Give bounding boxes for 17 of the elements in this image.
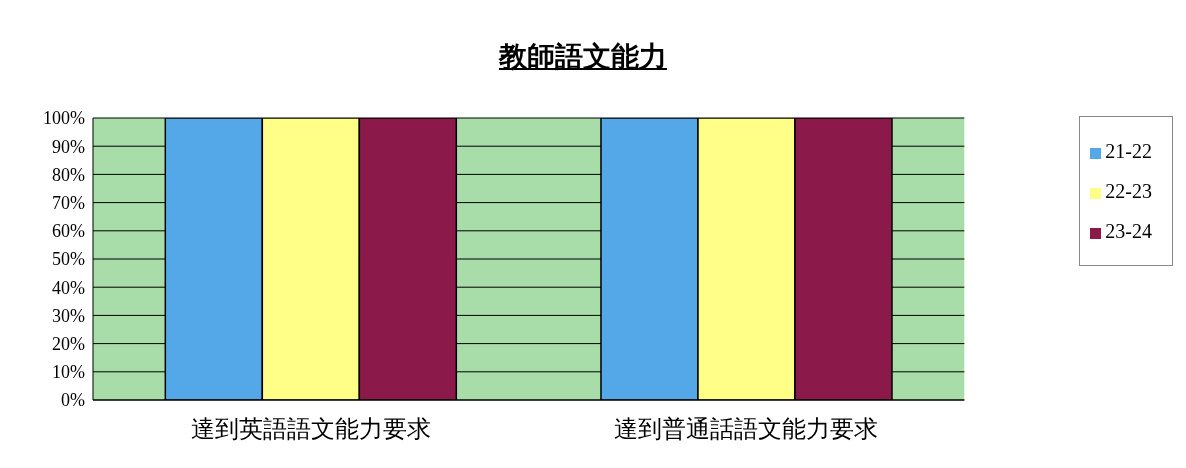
y-tick-label: 90% — [52, 136, 85, 157]
y-tick-label: 30% — [52, 305, 85, 326]
y-tick-label: 100% — [43, 108, 85, 129]
y-tick-label: 50% — [52, 249, 85, 270]
y-tick-label: 0% — [61, 390, 85, 411]
chart-title: 教師語文能力 — [497, 40, 668, 74]
y-tick-label: 20% — [52, 333, 85, 354]
y-tick-label: 10% — [52, 362, 85, 383]
legend-label: 23-24 — [1105, 220, 1152, 242]
y-tick-label: 40% — [52, 277, 85, 298]
y-tick-label: 60% — [52, 221, 85, 242]
y-tick-label: 70% — [52, 192, 85, 213]
legend-label: 21-22 — [1105, 140, 1152, 162]
x-tick-label: 達到普通話語文能力要求 — [614, 416, 879, 443]
y-tick-label: 80% — [52, 164, 85, 185]
legend-label: 22-23 — [1105, 180, 1152, 202]
x-tick-label: 達到英語語文能力要求 — [190, 416, 431, 443]
